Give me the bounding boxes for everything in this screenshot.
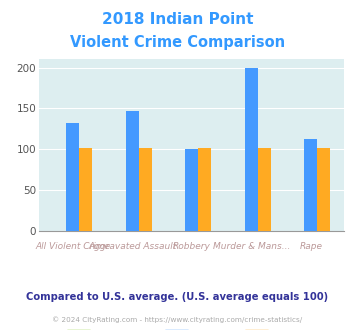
Text: Violent Crime Comparison: Violent Crime Comparison — [70, 35, 285, 50]
Text: Robbery: Robbery — [173, 243, 211, 251]
Bar — [304, 140, 317, 231]
Bar — [139, 148, 152, 231]
Text: Compared to U.S. average. (U.S. average equals 100): Compared to U.S. average. (U.S. average … — [26, 292, 329, 302]
Bar — [79, 148, 92, 231]
Text: 2018 Indian Point: 2018 Indian Point — [102, 12, 253, 26]
Bar — [245, 68, 258, 231]
Bar — [258, 148, 271, 231]
Text: © 2024 CityRating.com - https://www.cityrating.com/crime-statistics/: © 2024 CityRating.com - https://www.city… — [53, 317, 302, 323]
Bar — [185, 149, 198, 231]
Text: All Violent Crime: All Violent Crime — [35, 243, 110, 251]
Bar — [317, 148, 331, 231]
Text: Rape: Rape — [299, 243, 322, 251]
Text: Aggravated Assault: Aggravated Assault — [88, 243, 176, 251]
Text: Murder & Mans...: Murder & Mans... — [213, 243, 290, 251]
Bar — [126, 111, 139, 231]
Legend: Indian Point, Missouri, National: Indian Point, Missouri, National — [63, 325, 321, 330]
Bar — [66, 123, 79, 231]
Bar — [198, 148, 211, 231]
